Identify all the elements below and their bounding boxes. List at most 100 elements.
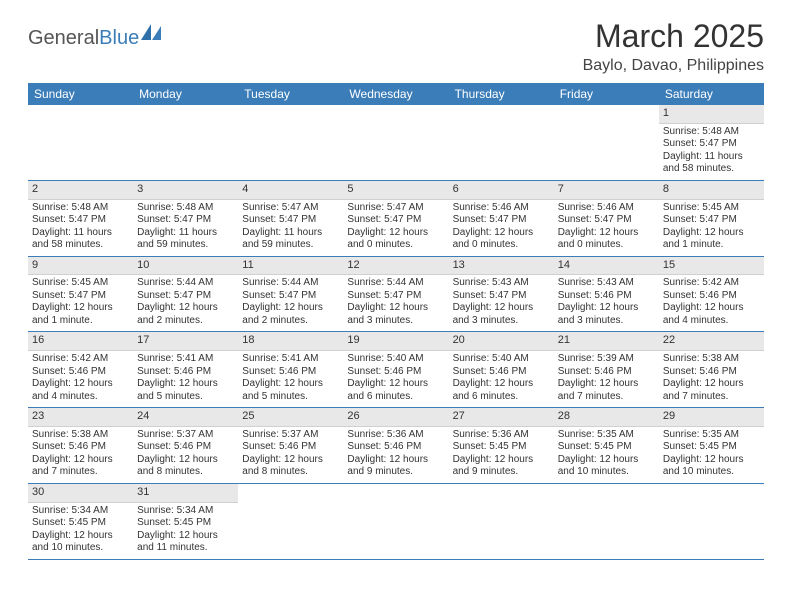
sunset-text: Sunset: 5:47 PM [453,290,550,303]
day-number: 30 [28,484,133,503]
calendar-cell: 10Sunrise: 5:44 AMSunset: 5:47 PMDayligh… [133,257,238,332]
sunrise-text: Sunrise: 5:44 AM [347,277,444,290]
sunset-text: Sunset: 5:45 PM [32,517,129,530]
day-number: 2 [28,181,133,200]
day-details: Sunrise: 5:42 AMSunset: 5:46 PMDaylight:… [28,351,133,407]
sunrise-text: Sunrise: 5:42 AM [32,353,129,366]
sunrise-text: Sunrise: 5:45 AM [32,277,129,290]
day-number: 18 [238,332,343,351]
weekday-saturday: Saturday [659,83,764,105]
daylight-text: Daylight: 12 hours and 6 minutes. [347,378,444,403]
sunrise-text: Sunrise: 5:34 AM [32,505,129,518]
day-details: Sunrise: 5:38 AMSunset: 5:46 PMDaylight:… [659,351,764,407]
sunset-text: Sunset: 5:46 PM [453,366,550,379]
day-details: Sunrise: 5:43 AMSunset: 5:46 PMDaylight:… [554,275,659,331]
brand-logo: GeneralBlue [28,18,163,52]
week-row: 1Sunrise: 5:48 AMSunset: 5:47 PMDaylight… [28,105,764,181]
sunrise-text: Sunrise: 5:44 AM [137,277,234,290]
sunrise-text: Sunrise: 5:37 AM [242,429,339,442]
daylight-text: Daylight: 12 hours and 8 minutes. [242,454,339,479]
calendar-cell [343,484,448,559]
day-details: Sunrise: 5:35 AMSunset: 5:45 PMDaylight:… [554,427,659,483]
day-details: Sunrise: 5:35 AMSunset: 5:45 PMDaylight:… [659,427,764,483]
calendar-cell: 25Sunrise: 5:37 AMSunset: 5:46 PMDayligh… [238,408,343,483]
day-number: 11 [238,257,343,276]
sunset-text: Sunset: 5:47 PM [663,138,760,151]
day-details: Sunrise: 5:41 AMSunset: 5:46 PMDaylight:… [133,351,238,407]
daylight-text: Daylight: 12 hours and 5 minutes. [137,378,234,403]
calendar-cell: 17Sunrise: 5:41 AMSunset: 5:46 PMDayligh… [133,332,238,407]
daylight-text: Daylight: 12 hours and 3 minutes. [347,302,444,327]
day-number: 28 [554,408,659,427]
calendar-cell: 30Sunrise: 5:34 AMSunset: 5:45 PMDayligh… [28,484,133,559]
calendar-cell: 4Sunrise: 5:47 AMSunset: 5:47 PMDaylight… [238,181,343,256]
day-number: 5 [343,181,448,200]
day-number: 16 [28,332,133,351]
daylight-text: Daylight: 12 hours and 0 minutes. [347,227,444,252]
sunrise-text: Sunrise: 5:46 AM [558,202,655,215]
calendar-cell: 31Sunrise: 5:34 AMSunset: 5:45 PMDayligh… [133,484,238,559]
day-number: 19 [343,332,448,351]
daylight-text: Daylight: 12 hours and 0 minutes. [453,227,550,252]
day-number: 20 [449,332,554,351]
weekday-monday: Monday [133,83,238,105]
day-details: Sunrise: 5:37 AMSunset: 5:46 PMDaylight:… [238,427,343,483]
daylight-text: Daylight: 12 hours and 9 minutes. [347,454,444,479]
sunrise-text: Sunrise: 5:41 AM [137,353,234,366]
sunrise-text: Sunrise: 5:44 AM [242,277,339,290]
calendar-cell: 23Sunrise: 5:38 AMSunset: 5:46 PMDayligh… [28,408,133,483]
calendar-cell [343,105,448,180]
sunset-text: Sunset: 5:47 PM [347,214,444,227]
calendar-cell [554,484,659,559]
day-details: Sunrise: 5:34 AMSunset: 5:45 PMDaylight:… [133,503,238,559]
day-number: 14 [554,257,659,276]
day-details: Sunrise: 5:44 AMSunset: 5:47 PMDaylight:… [133,275,238,331]
daylight-text: Daylight: 12 hours and 7 minutes. [663,378,760,403]
sunset-text: Sunset: 5:46 PM [558,290,655,303]
sunrise-text: Sunrise: 5:40 AM [453,353,550,366]
daylight-text: Daylight: 11 hours and 58 minutes. [663,151,760,176]
sunset-text: Sunset: 5:46 PM [137,441,234,454]
day-details: Sunrise: 5:42 AMSunset: 5:46 PMDaylight:… [659,275,764,331]
calendar-cell: 16Sunrise: 5:42 AMSunset: 5:46 PMDayligh… [28,332,133,407]
sunset-text: Sunset: 5:47 PM [242,290,339,303]
day-details: Sunrise: 5:44 AMSunset: 5:47 PMDaylight:… [343,275,448,331]
day-details: Sunrise: 5:46 AMSunset: 5:47 PMDaylight:… [554,200,659,256]
calendar-cell: 7Sunrise: 5:46 AMSunset: 5:47 PMDaylight… [554,181,659,256]
day-number: 17 [133,332,238,351]
day-details: Sunrise: 5:40 AMSunset: 5:46 PMDaylight:… [449,351,554,407]
sunset-text: Sunset: 5:46 PM [663,366,760,379]
calendar-cell: 27Sunrise: 5:36 AMSunset: 5:45 PMDayligh… [449,408,554,483]
page-header: GeneralBlue March 2025 Baylo, Davao, Phi… [28,18,764,75]
calendar-cell: 3Sunrise: 5:48 AMSunset: 5:47 PMDaylight… [133,181,238,256]
day-details: Sunrise: 5:43 AMSunset: 5:47 PMDaylight:… [449,275,554,331]
sunset-text: Sunset: 5:47 PM [32,290,129,303]
day-details: Sunrise: 5:46 AMSunset: 5:47 PMDaylight:… [449,200,554,256]
calendar-cell: 26Sunrise: 5:36 AMSunset: 5:46 PMDayligh… [343,408,448,483]
day-details: Sunrise: 5:36 AMSunset: 5:46 PMDaylight:… [343,427,448,483]
sunrise-text: Sunrise: 5:41 AM [242,353,339,366]
day-number: 7 [554,181,659,200]
sunset-text: Sunset: 5:46 PM [242,366,339,379]
day-details: Sunrise: 5:45 AMSunset: 5:47 PMDaylight:… [659,200,764,256]
sunrise-text: Sunrise: 5:48 AM [663,126,760,139]
sunset-text: Sunset: 5:46 PM [32,366,129,379]
day-details: Sunrise: 5:36 AMSunset: 5:45 PMDaylight:… [449,427,554,483]
daylight-text: Daylight: 12 hours and 3 minutes. [453,302,550,327]
title-block: March 2025 Baylo, Davao, Philippines [583,18,764,75]
day-details: Sunrise: 5:48 AMSunset: 5:47 PMDaylight:… [133,200,238,256]
daylight-text: Daylight: 12 hours and 4 minutes. [32,378,129,403]
brand-part1: General [28,27,99,50]
sunset-text: Sunset: 5:45 PM [137,517,234,530]
day-details: Sunrise: 5:48 AMSunset: 5:47 PMDaylight:… [659,124,764,180]
daylight-text: Daylight: 12 hours and 7 minutes. [32,454,129,479]
day-number: 10 [133,257,238,276]
calendar-cell: 5Sunrise: 5:47 AMSunset: 5:47 PMDaylight… [343,181,448,256]
day-details: Sunrise: 5:37 AMSunset: 5:46 PMDaylight:… [133,427,238,483]
calendar-cell [133,105,238,180]
day-number: 21 [554,332,659,351]
calendar-cell [238,484,343,559]
calendar-cell [449,484,554,559]
calendar-cell: 6Sunrise: 5:46 AMSunset: 5:47 PMDaylight… [449,181,554,256]
day-number: 27 [449,408,554,427]
